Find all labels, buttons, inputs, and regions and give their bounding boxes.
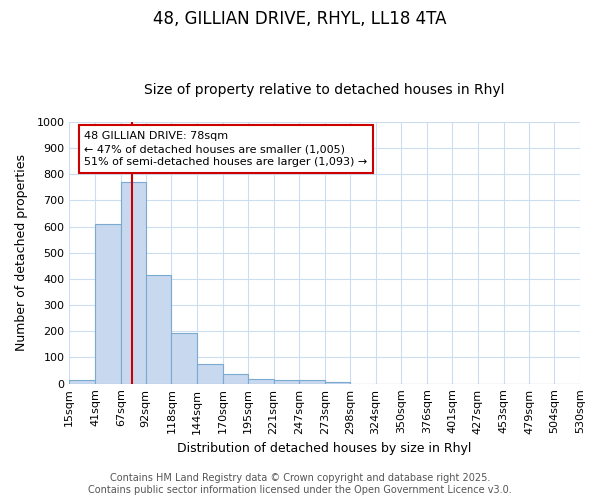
Bar [299, 380, 325, 384]
Y-axis label: Number of detached properties: Number of detached properties [15, 154, 28, 351]
Bar [172, 333, 197, 384]
Bar [69, 380, 95, 384]
Bar [197, 364, 223, 384]
Title: Size of property relative to detached houses in Rhyl: Size of property relative to detached ho… [145, 83, 505, 97]
Bar [223, 374, 248, 384]
Text: 48, GILLIAN DRIVE, RHYL, LL18 4TA: 48, GILLIAN DRIVE, RHYL, LL18 4TA [153, 10, 447, 28]
Bar [274, 380, 299, 384]
Bar [325, 382, 350, 384]
Bar [121, 182, 146, 384]
X-axis label: Distribution of detached houses by size in Rhyl: Distribution of detached houses by size … [178, 442, 472, 455]
Bar [248, 379, 274, 384]
Bar [146, 275, 172, 384]
Text: 48 GILLIAN DRIVE: 78sqm
← 47% of detached houses are smaller (1,005)
51% of semi: 48 GILLIAN DRIVE: 78sqm ← 47% of detache… [84, 131, 367, 168]
Bar [95, 224, 121, 384]
Text: Contains HM Land Registry data © Crown copyright and database right 2025.
Contai: Contains HM Land Registry data © Crown c… [88, 474, 512, 495]
